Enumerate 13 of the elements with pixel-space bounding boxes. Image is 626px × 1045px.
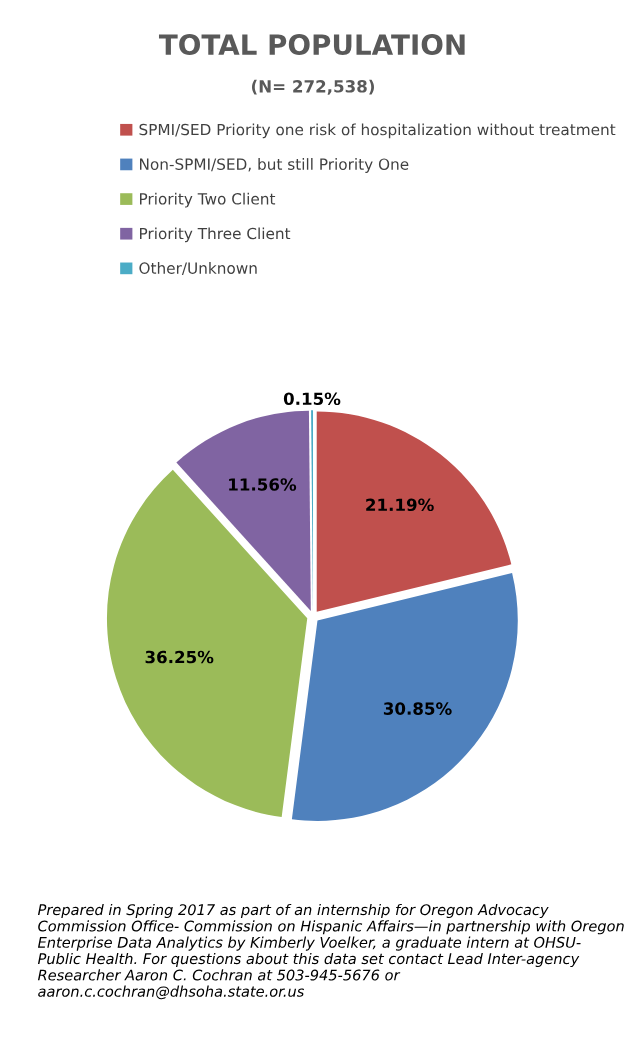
data-label: 30.85% bbox=[383, 702, 452, 715]
legend-label: Non-SPMI/SED, but still Priority One bbox=[140, 158, 409, 173]
data-label: 21.19% bbox=[366, 498, 434, 512]
data-label: 36.25% bbox=[145, 650, 214, 664]
text: Prepared in Spring 2017 as part of an internship for Oregon Advocacy Commission Office- Commission on Hispanic Affairs—in partnership with Oregon Enterprise Data Analytics by Kimberly Voelker, a graduate intern at OHSU- Public Health. For questions about this data set contact Lead Inter-agency Researcher Aaron C. Cochran at 503-945-5676 or aaron.c.cochran@dhsoha.state.or.us bbox=[37, 903, 624, 1000]
data-label: 11.56% bbox=[229, 478, 297, 491]
legend-label: Priority Three Client bbox=[140, 227, 291, 243]
chart-subtitle: (N= 272,538) bbox=[252, 79, 374, 95]
data-label: 0.15% bbox=[283, 392, 341, 406]
legend-label: Other/Unknown bbox=[139, 262, 257, 276]
legend-label: Priority Two Client bbox=[140, 192, 276, 208]
chart-title: TOTAL POPULATION bbox=[158, 34, 465, 56]
legend-label: SPMI/SED Priority one risk of hospitalization without treatment bbox=[139, 123, 616, 139]
